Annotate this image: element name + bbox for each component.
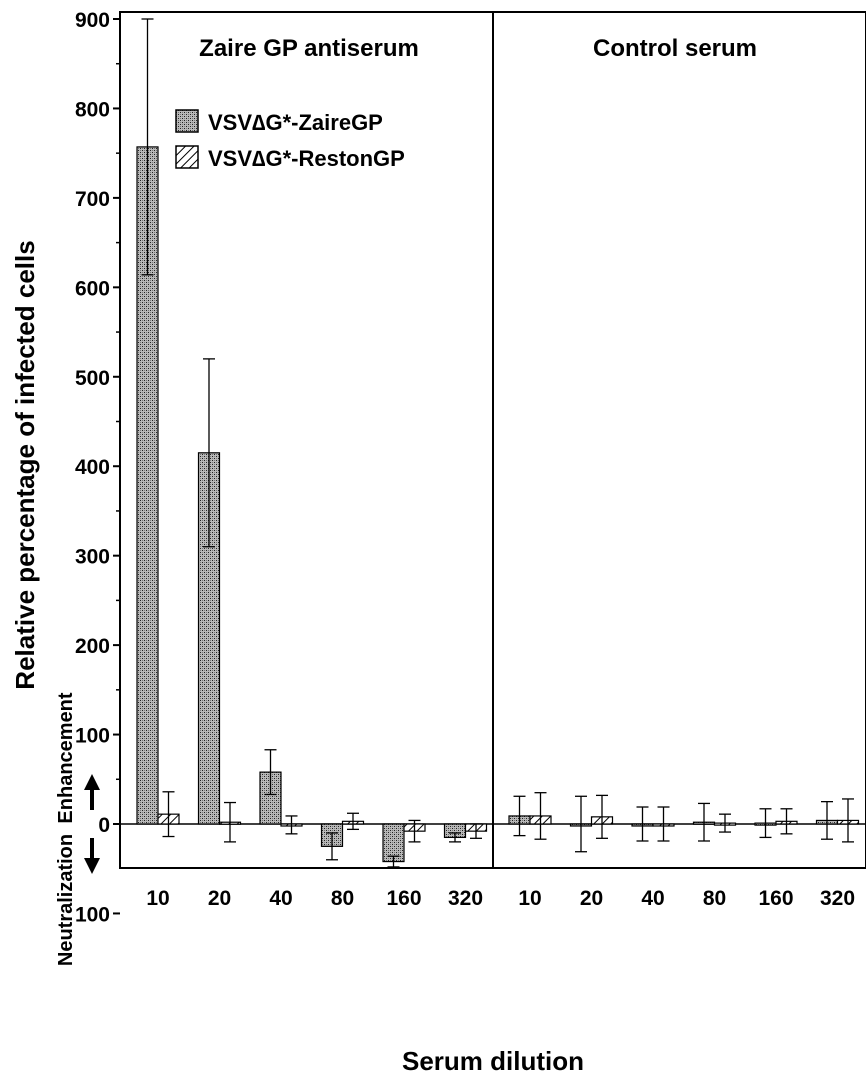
- x-tick-label: 10: [518, 887, 541, 910]
- x-tick-label: 80: [703, 887, 726, 910]
- y-axis-ticks: 900 800 700 600 500 400 300 200 100 0 100: [75, 9, 120, 926]
- y-tick-label: 100: [75, 725, 110, 748]
- neutralization-label: Neutralization: [55, 834, 77, 966]
- y-tick-label: 300: [75, 546, 110, 569]
- y-tick-label: 700: [75, 188, 110, 211]
- y-tick-label: 600: [75, 277, 110, 300]
- y-tick-label: 100: [75, 903, 110, 926]
- x-tick-label: 80: [331, 887, 354, 910]
- x-tick-label: 20: [208, 887, 231, 910]
- x-tick-label: 20: [580, 887, 603, 910]
- enhancement-label: Enhancement: [55, 692, 77, 823]
- y-tick-label: 0: [98, 814, 110, 837]
- x-axis-title: Serum dilution: [402, 1046, 584, 1076]
- y-axis-title: Relative percentage of infected cells: [10, 240, 40, 689]
- panel-title-zaire: Zaire GP antiserum: [199, 35, 419, 62]
- legend-label-reston: VSV∆G*-RestonGP: [208, 146, 405, 171]
- x-tick-label: 320: [448, 887, 483, 910]
- x-tick-label: 10: [146, 887, 169, 910]
- enhancement-arrow-icon: [84, 774, 100, 810]
- panel-title-control: Control serum: [593, 35, 757, 62]
- legend-label-zaire: VSV∆G*-ZaireGP: [208, 110, 383, 135]
- legend-swatch-reston: [175, 145, 199, 169]
- x-tick-label: 160: [758, 887, 793, 910]
- x-tick-label: 40: [269, 887, 292, 910]
- x-tick-label: 160: [386, 887, 421, 910]
- x-tick-label: 320: [820, 887, 855, 910]
- y-tick-label: 500: [75, 367, 110, 390]
- legend-swatch-zaire: [175, 109, 199, 133]
- neutralization-arrow-icon: [84, 838, 100, 874]
- x-tick-labels: 10 20 40 80 160 320 10 20 40 80 160 320: [146, 887, 855, 910]
- bars-group: [136, 18, 860, 868]
- y-tick-label: 200: [75, 635, 110, 658]
- x-tick-label: 40: [641, 887, 664, 910]
- y-tick-label: 900: [75, 9, 110, 32]
- legend: VSV∆G*-ZaireGP VSV∆G*-RestonGP: [175, 109, 405, 171]
- y-tick-label: 400: [75, 456, 110, 479]
- y-tick-label: 800: [75, 98, 110, 121]
